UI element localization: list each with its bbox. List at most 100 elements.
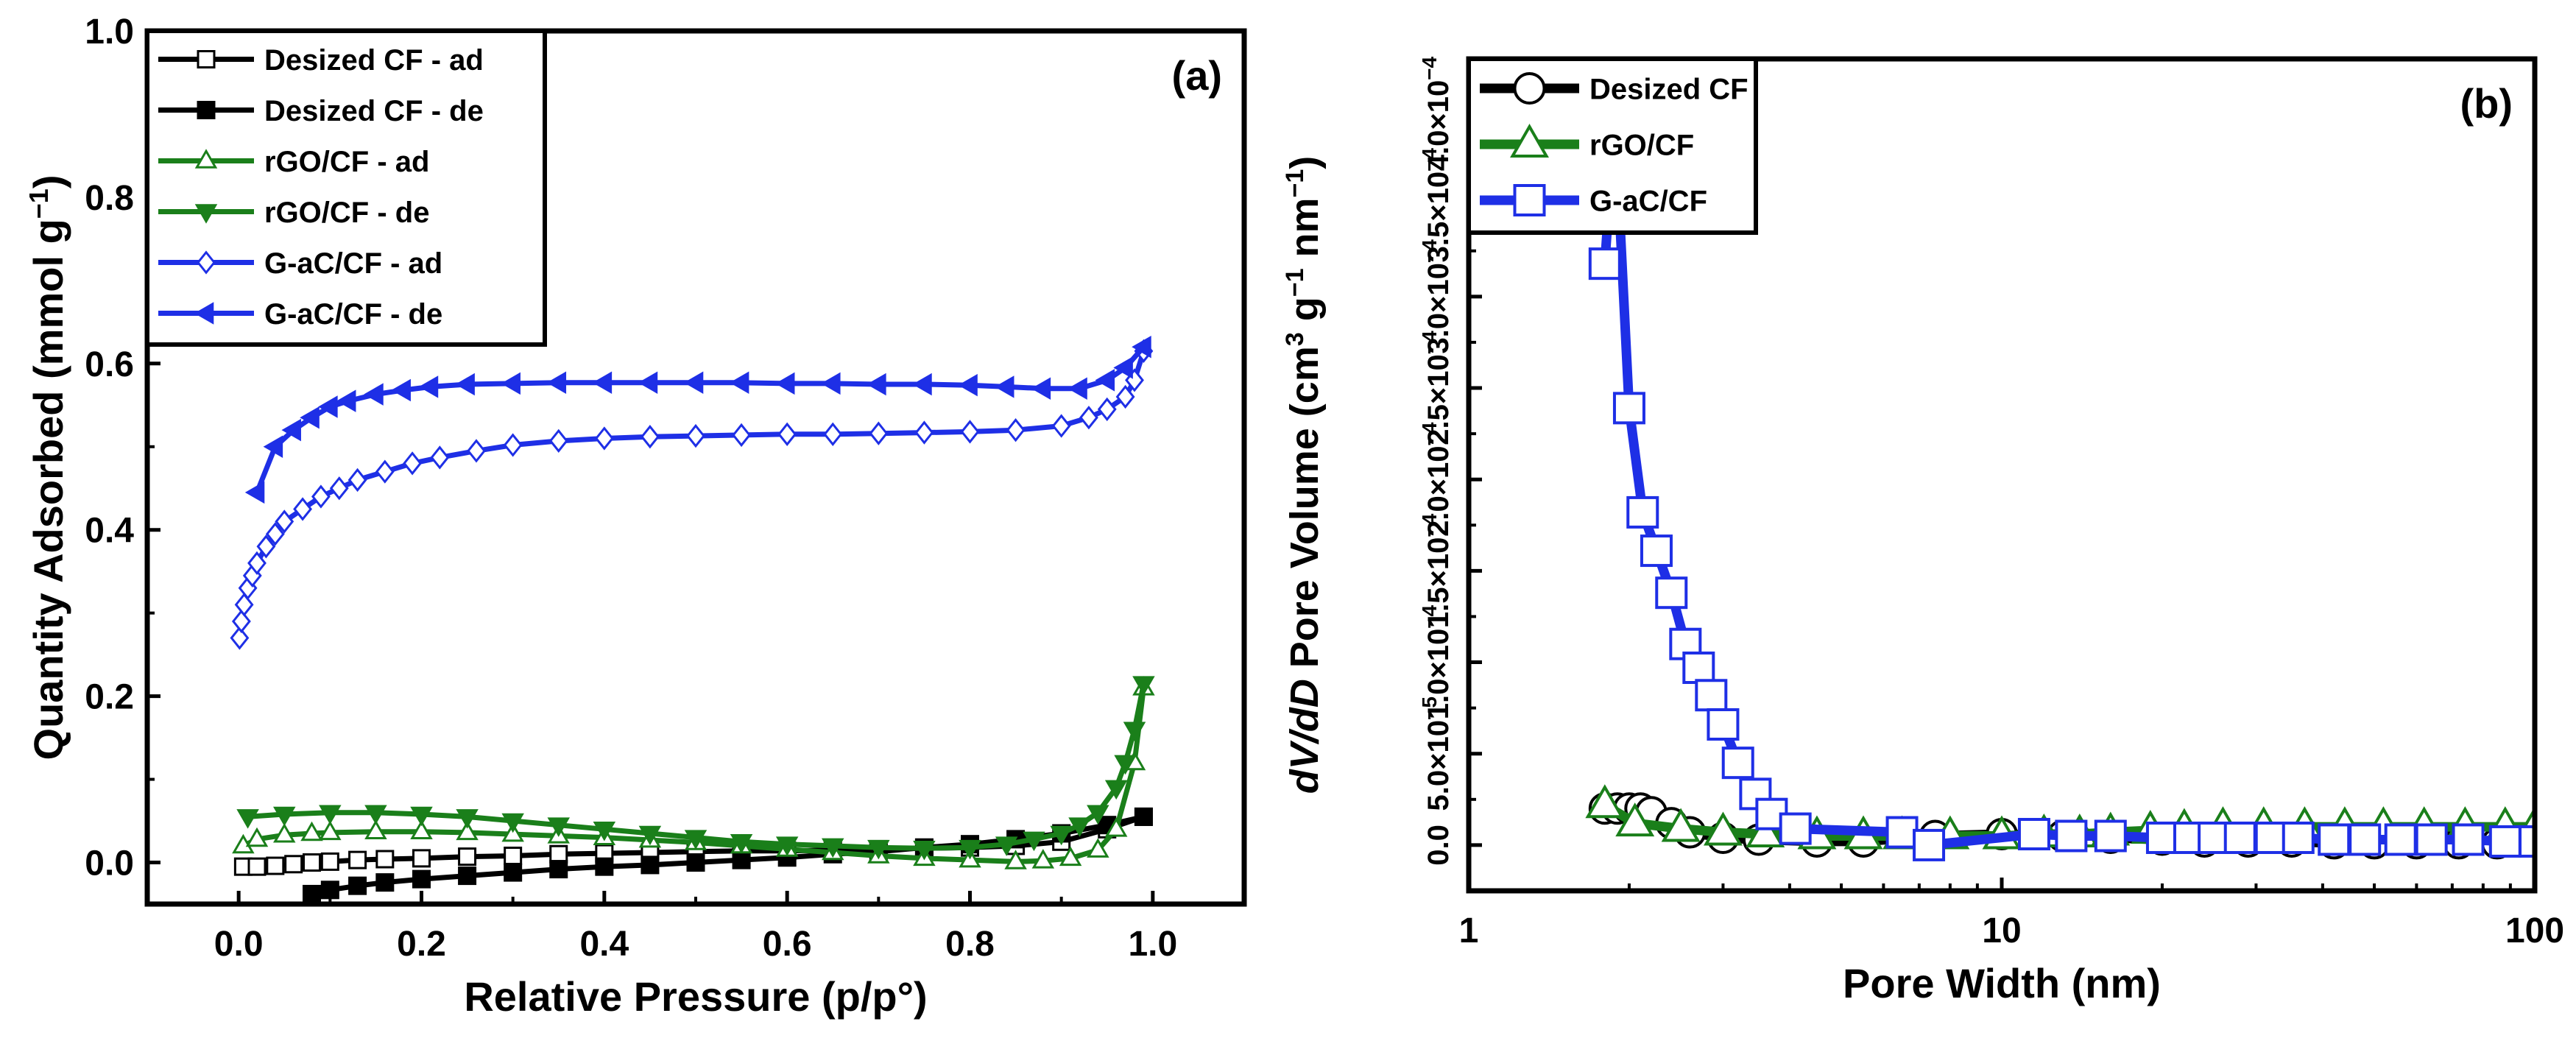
- panel-b-legend-marker: [1510, 123, 1549, 158]
- panel-b-y-tick-label: 2.0×10−4: [1418, 422, 1455, 537]
- panel-b-legend-marker: [1513, 184, 1546, 216]
- panel-b-series-2-point: [2223, 821, 2256, 854]
- panel-a-series-5-point: [546, 371, 567, 395]
- panel-a-series-2-point: [1059, 846, 1082, 867]
- panel-a-legend-label: rGO/CF - ad: [264, 146, 429, 178]
- panel-a-legend-marker: [197, 250, 216, 275]
- panel-b-series-2-point: [1682, 652, 1715, 685]
- panel-b-series-2-point: [1626, 495, 1659, 529]
- panel-b-series-2-point: [2349, 823, 2382, 856]
- panel-a-series-3-point: [273, 806, 296, 827]
- panel-b-series-1-point: [1746, 813, 1785, 848]
- panel-a-series-1-point: [504, 863, 523, 882]
- panel-b-series-2-point: [2254, 821, 2287, 854]
- panel-a-panel-label: (a): [1172, 52, 1222, 99]
- panel-a-series-2-point: [1031, 849, 1055, 869]
- panel-a-series-4-point: [403, 451, 423, 476]
- panel-a-series-5-point: [364, 383, 384, 406]
- panel-b-legend: Desized CF rGO/CF G-aC/CF: [1467, 57, 1758, 235]
- panel-a-series-line-3: [247, 683, 1146, 851]
- panel-a-series-5-point: [592, 371, 613, 395]
- panel-a-series-4-point: [503, 433, 523, 457]
- panel-a-x-tick-label: 0.2: [397, 925, 446, 964]
- panel-b-series-2-point: [1721, 747, 1754, 780]
- panel-a-series-5-point: [281, 418, 301, 442]
- panel-a-series-0-point: [284, 855, 303, 874]
- panel-a-series-3-point: [1104, 780, 1128, 800]
- panel-b-data: [1585, 102, 2535, 861]
- panel-b-series-1-point: [1703, 811, 1743, 846]
- panel-a-series-1-point: [375, 873, 395, 892]
- panel-a-series-3-point: [501, 813, 524, 833]
- panel-a-series-4-point: [1125, 368, 1144, 392]
- panel-b-series-2-point: [2017, 818, 2050, 851]
- panel-a-series-4-point: [275, 509, 294, 534]
- panel-b-y-tick-label: 4.0×10−4: [1418, 56, 1455, 171]
- panel-b-series-2-point: [2415, 823, 2448, 856]
- panel-a-series-4-point: [234, 593, 254, 617]
- panel-a-series-4-point: [467, 439, 486, 463]
- panel-a-series-5-point: [418, 375, 439, 398]
- panel-a-y-tick-label: 0.2: [85, 678, 134, 717]
- panel-a-series-1-point: [348, 876, 367, 895]
- panel-a-series-3-point: [364, 805, 387, 825]
- panel-a-series-4-point: [1079, 406, 1098, 430]
- panel-b-y-tick-label: 0.0: [1422, 825, 1455, 866]
- panel-a-legend-label: G-aC/CF - ad: [264, 247, 442, 280]
- panel-a-series-4-point: [1006, 418, 1026, 442]
- panel-a-series-4-point: [347, 467, 367, 493]
- panel-a-legend-marker: [197, 50, 216, 68]
- panel-a-series-0-point: [303, 853, 321, 872]
- panel-b-series-2-point: [2488, 825, 2522, 858]
- panel-b-legend-label: Desized CF: [1589, 73, 1748, 105]
- panel-a-series-5-point: [391, 378, 411, 402]
- panel-a-series-4-point: [1115, 384, 1135, 409]
- panel-b-panel-label: (b): [2460, 80, 2513, 127]
- panel-a-series-2-point: [1104, 817, 1128, 837]
- panel-a-series-3-point: [1132, 676, 1155, 696]
- panel-b-y-tick-label: 1.0×10−4: [1418, 604, 1455, 719]
- panel-b-series-1-point: [1661, 808, 1701, 842]
- panel-b-series-2-point: [1695, 679, 1728, 712]
- panel-a-series-5-point: [912, 373, 932, 396]
- panel-a-series-4-point: [548, 428, 568, 454]
- panel-a-x-tick-label: 0.0: [214, 925, 264, 964]
- panel-a-series-4-point: [375, 459, 395, 484]
- panel-a-y-tick-label: 0.4: [85, 512, 134, 551]
- panel-a-series-4-point: [960, 420, 980, 444]
- panel-a-series-3-point: [1114, 755, 1137, 775]
- panel-a-legend-box: [145, 29, 547, 347]
- panel-a-series-5-point: [263, 435, 283, 459]
- panel-b-series-2-point: [2519, 825, 2535, 858]
- panel-a-series-5-point: [244, 481, 265, 504]
- panel-a-series-4-point: [823, 422, 843, 446]
- panel-b-series-2-point: [2282, 821, 2315, 854]
- panel-b-y-tick-label: 5.0×10−5: [1418, 696, 1455, 811]
- panel-b-y-tick-label: 3.0×10−4: [1418, 239, 1455, 354]
- panel-b-series-2-point: [2094, 819, 2127, 853]
- panel-a-x-axis-label: Relative Pressure (p/p°): [464, 973, 927, 1020]
- panel-a-series-5-point: [994, 375, 1014, 398]
- panel-b-y-tick-label: 2.5×10−4: [1418, 331, 1455, 445]
- panel-a-series-5-point: [336, 389, 356, 412]
- panel-a-series-0-point: [320, 852, 339, 871]
- panel-a-series-3-point: [1087, 805, 1109, 825]
- panel-a-legend: Desized CF - ad Desized CF - de rGO/CF - a…: [145, 29, 547, 347]
- panel-a-series-5-point: [638, 371, 658, 395]
- panel-a-series-3-point: [867, 839, 890, 860]
- panel-a-series-4-point: [231, 609, 251, 634]
- panel-a-series-5-point: [958, 373, 978, 397]
- panel-b-series-2-point: [2452, 823, 2485, 856]
- panel-a-series-3-point: [1050, 825, 1073, 846]
- panel-a-y-axis-label: Quantity Adsorbed (mmol g−1): [24, 175, 71, 761]
- panel-a-series-5-point: [455, 373, 475, 396]
- panel-a-data: [230, 335, 1155, 903]
- panel-a-series-3-point: [1068, 817, 1091, 837]
- panel-a-series-5-point: [683, 371, 704, 395]
- panel-a-y-tick-label: 1.0: [85, 13, 134, 52]
- panel-a-series-2-point: [245, 827, 269, 847]
- panel-b-x-tick-label: 1: [1459, 911, 1479, 950]
- panel-a-series-0-point: [549, 844, 568, 864]
- panel-a-series-4-point: [686, 423, 705, 448]
- panel-a-y-tick-label: 0.6: [85, 345, 134, 384]
